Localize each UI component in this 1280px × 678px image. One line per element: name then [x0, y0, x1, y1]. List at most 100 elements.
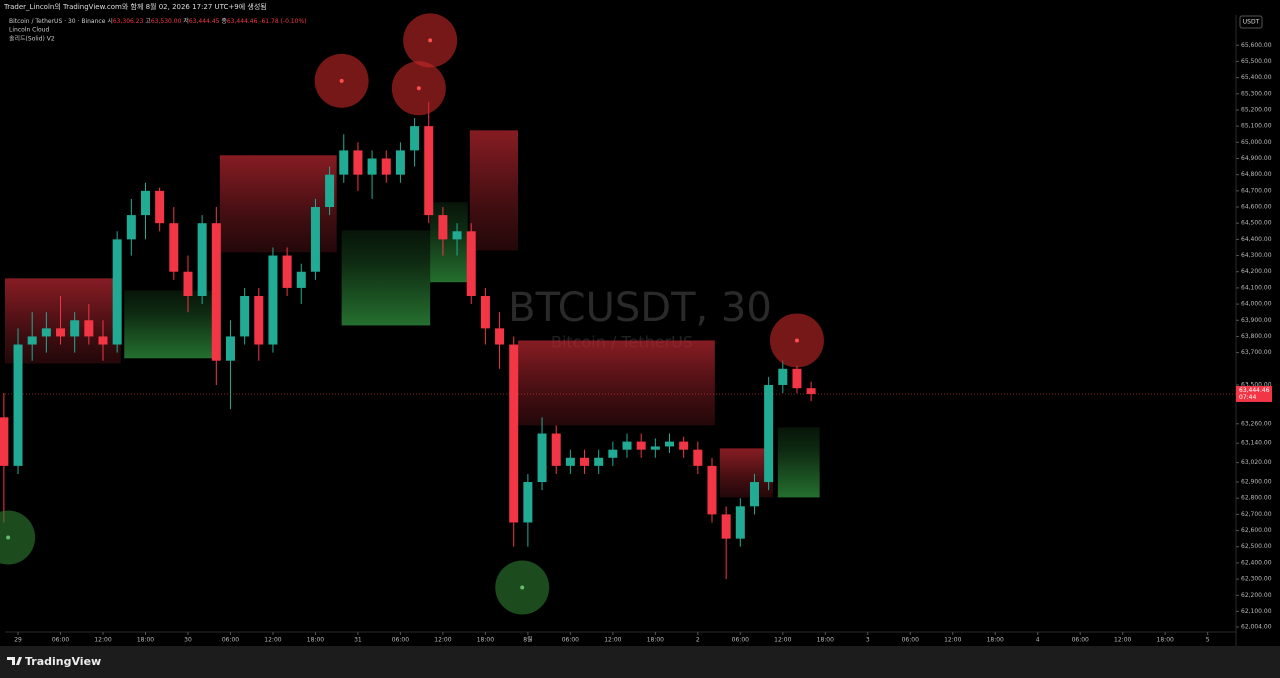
signal-circle — [0, 510, 36, 565]
y-tick-label: 64,600.00 — [1241, 204, 1272, 211]
candle-body — [325, 174, 335, 208]
candle-body — [155, 190, 165, 224]
cloud — [5, 278, 121, 364]
x-tick-label: 12:00 — [604, 637, 621, 644]
candle-body — [367, 158, 377, 175]
x-tick-label: 12:00 — [774, 637, 791, 644]
y-tick-label: 65,300.00 — [1241, 90, 1272, 97]
y-tick-label: 62,200.00 — [1241, 592, 1272, 599]
currency-box[interactable] — [1239, 15, 1263, 29]
x-tick-label: 30 — [184, 637, 192, 644]
legend-text: 시 — [107, 18, 113, 25]
x-tick-label: 4 — [1036, 637, 1040, 644]
x-tick-label: 18:00 — [1157, 637, 1174, 644]
x-tick-label: 06:00 — [732, 637, 749, 644]
x-tick-label: 12:00 — [94, 637, 111, 644]
candle-body — [0, 417, 9, 466]
candle-body — [636, 441, 646, 450]
header-caption: Trader_Lincoln의 TradingView.com와 함께 8월 0… — [3, 2, 267, 11]
x-tick-label: 18:00 — [307, 637, 324, 644]
candle-body — [310, 207, 320, 272]
y-tick-label: 64,100.00 — [1241, 284, 1272, 291]
cloud — [430, 202, 468, 283]
indicator-name: Lincoln Cloud — [9, 27, 49, 34]
legend-text: 저 — [183, 17, 189, 25]
x-tick-label: 12:00 — [434, 637, 451, 644]
legend-text: 63,306.23 — [113, 18, 144, 25]
y-tick-label: 63,140.00 — [1241, 440, 1272, 447]
candle-body — [112, 239, 122, 345]
y-tick-label: 62,800.00 — [1241, 495, 1272, 502]
footer-bar — [0, 646, 1280, 678]
x-tick-label: 06:00 — [52, 637, 69, 644]
y-tick-label: 65,400.00 — [1241, 74, 1272, 81]
candle-body — [438, 215, 448, 240]
legend-text: 종 — [221, 18, 227, 25]
x-tick-label: 12:00 — [944, 637, 961, 644]
candle-body — [594, 457, 604, 466]
y-tick-label: 65,000.00 — [1241, 139, 1272, 146]
x-tick-label: 2 — [696, 637, 700, 644]
y-tick-label: 63,700.00 — [1241, 349, 1272, 356]
candle-body — [268, 255, 278, 345]
cloud — [124, 290, 218, 359]
candle-body — [679, 441, 689, 450]
y-tick-label: 62,500.00 — [1241, 543, 1272, 550]
brand: TradingView — [25, 655, 101, 668]
y-tick-label: 62,600.00 — [1241, 527, 1272, 534]
y-tick-label: 64,400.00 — [1241, 236, 1272, 243]
y-tick-label: 62,900.00 — [1241, 479, 1272, 486]
candle-body — [183, 271, 193, 296]
signal-dot — [794, 338, 799, 343]
x-tick-label: 18:00 — [817, 637, 834, 644]
legend: Bitcoin / TetherUS · 30 · Binance 시63,30… — [9, 17, 306, 25]
y-tick-label: 63,260.00 — [1241, 420, 1272, 427]
x-tick-label: 18:00 — [647, 637, 664, 644]
candle-body — [480, 295, 490, 329]
price-tag — [1236, 385, 1272, 402]
y-tick-label: 62,004.00 — [1241, 623, 1272, 630]
candle-body — [70, 320, 80, 337]
x-tick-label: 8월 — [523, 636, 532, 644]
cloud — [517, 340, 715, 426]
watermark-title: BTCUSDT, 30 — [508, 285, 772, 331]
x-tick-label: 18:00 — [987, 637, 1004, 644]
y-tick-label: 64,300.00 — [1241, 252, 1272, 259]
price-tag-label: 63,444.46 — [1239, 387, 1270, 394]
candle-body — [27, 336, 37, 345]
x-tick-label: 29 — [14, 637, 22, 644]
candle-body — [98, 336, 108, 345]
y-tick-label: 62,300.00 — [1241, 576, 1272, 583]
y-tick-label: 62,400.00 — [1241, 559, 1272, 566]
x-tick-label: 3 — [866, 637, 870, 644]
plot — [0, 13, 1236, 615]
candle-body — [565, 457, 575, 466]
legend-text: -61.78 (-0.10%) — [259, 18, 306, 25]
candle-body — [764, 384, 774, 483]
candle-body — [580, 457, 590, 466]
candle-body — [622, 441, 632, 450]
currency[interactable]: USDT — [1243, 19, 1260, 26]
candle-body — [721, 514, 731, 539]
y-tick-label: 62,100.00 — [1241, 608, 1272, 615]
candle-body — [509, 344, 519, 523]
candle-body — [665, 441, 675, 447]
y-tick-label: 64,700.00 — [1241, 187, 1272, 194]
y-tick-label: 64,000.00 — [1241, 301, 1272, 308]
cloud — [469, 130, 518, 251]
candle-body — [523, 482, 533, 523]
candle-body — [395, 150, 405, 175]
candle-body — [254, 295, 264, 345]
legend-text: 63,530.00 — [151, 18, 182, 25]
candle-body — [56, 328, 66, 337]
y-tick-label: 63,500.00 — [1241, 381, 1272, 388]
y-tick-label: 65,100.00 — [1241, 123, 1272, 130]
candle-body — [551, 433, 561, 466]
candle-body — [140, 190, 150, 216]
x-tick-label: 5 — [1206, 637, 1210, 644]
candle-body — [650, 446, 660, 450]
y-tick-label: 63,900.00 — [1241, 317, 1272, 324]
y-tick-label: 64,200.00 — [1241, 268, 1272, 275]
y-tick-label: 62,700.00 — [1241, 511, 1272, 518]
